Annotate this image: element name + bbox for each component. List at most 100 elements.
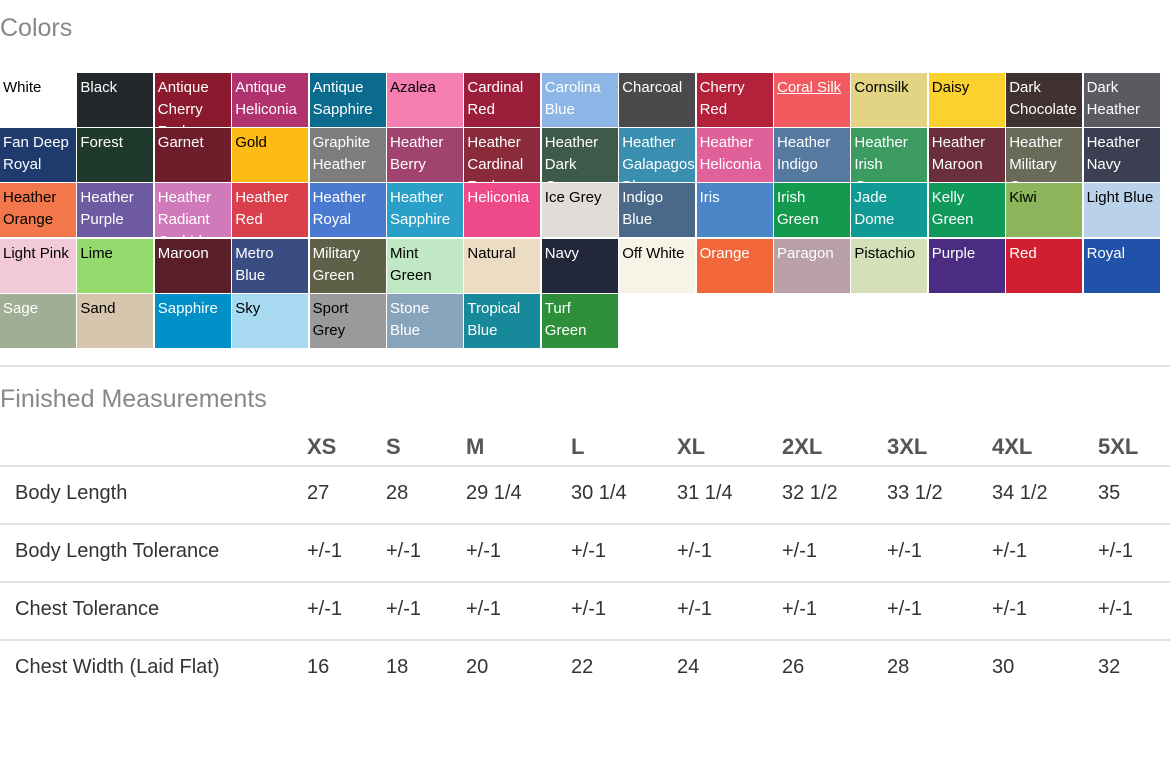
- row-value: 26: [782, 656, 805, 678]
- color-swatch: Heather Dark Green: [541, 128, 618, 183]
- row-line: [0, 523, 1170, 525]
- color-swatch: Turf Green: [541, 293, 618, 348]
- color-swatch: Heather Radiant Orchid: [154, 183, 231, 238]
- size-header: XL: [677, 434, 706, 459]
- color-swatch: Tropical Blue: [464, 293, 541, 348]
- color-swatch: Lime: [77, 238, 154, 293]
- row-value: +/-1: [782, 540, 818, 562]
- color-swatch: Sage: [0, 293, 76, 348]
- color-swatch: Pistachio: [851, 238, 928, 293]
- color-swatch: Fan Deep Royal: [0, 128, 76, 183]
- color-swatch: Heather Orange: [0, 183, 76, 238]
- row-value: 24: [677, 656, 700, 678]
- row-value: 32 1/2: [782, 482, 838, 504]
- color-swatch: Royal: [1083, 238, 1160, 293]
- color-swatch: Iris: [696, 183, 773, 238]
- row-label: Chest Tolerance: [15, 598, 160, 620]
- row-value: +/-1: [307, 598, 343, 620]
- color-swatch: Ice Grey: [541, 183, 618, 238]
- row-value: +/-1: [887, 598, 923, 620]
- color-swatch: Jade Dome: [851, 183, 928, 238]
- row-value: +/-1: [466, 540, 502, 562]
- row-value: 30 1/4: [571, 482, 627, 504]
- size-header: 3XL: [887, 434, 928, 459]
- row-label: Body Length Tolerance: [15, 540, 220, 562]
- color-swatch: Navy: [541, 238, 618, 293]
- row-value: +/-1: [887, 540, 923, 562]
- color-swatch: Purple: [928, 238, 1005, 293]
- color-swatch: Antique Heliconia: [232, 73, 309, 127]
- row-value: +/-1: [386, 540, 422, 562]
- color-swatch: Indigo Blue: [619, 183, 696, 238]
- row-line: [0, 465, 1170, 467]
- row-label: Chest Width (Laid Flat): [15, 656, 220, 678]
- color-swatch: Stone Blue: [387, 293, 463, 348]
- color-swatch: Heather Indigo: [774, 128, 850, 183]
- color-swatch: Antique Sapphire: [309, 73, 386, 127]
- color-swatch: Graphite Heather: [309, 128, 386, 183]
- color-swatch: Kiwi: [1006, 183, 1083, 238]
- row-value: 35: [1098, 482, 1121, 504]
- color-swatch: Heather Irish Green: [851, 128, 928, 183]
- row-value: 33 1/2: [887, 482, 943, 504]
- color-swatch: Kelly Green: [928, 183, 1005, 238]
- separator: [0, 365, 1170, 367]
- row-value: +/-1: [782, 598, 818, 620]
- color-swatch: Heather Galapagos Blue: [619, 128, 696, 183]
- color-swatch: Paragon: [774, 238, 850, 293]
- color-swatch: Black: [77, 73, 154, 127]
- row-value: +/-1: [992, 598, 1028, 620]
- color-swatch: Heather Berry: [387, 128, 463, 183]
- measurements-title: Finished Measurements: [0, 385, 267, 413]
- color-swatch: Charcoal: [619, 73, 696, 127]
- row-value: 30: [992, 656, 1015, 678]
- row-value: 28: [386, 482, 409, 504]
- color-swatch: Orange: [696, 238, 773, 293]
- color-swatch: Light Pink: [0, 238, 76, 293]
- row-line: [0, 581, 1170, 583]
- color-swatch: Heather Red: [232, 183, 309, 238]
- color-swatch: Daisy: [928, 73, 1005, 127]
- row-value: 18: [386, 656, 409, 678]
- row-value: +/-1: [571, 540, 607, 562]
- size-header: M: [466, 434, 485, 459]
- color-swatch: Carolina Blue: [541, 73, 618, 127]
- color-swatch: Heliconia: [464, 183, 541, 238]
- row-value: +/-1: [571, 598, 607, 620]
- color-swatch: Heather Military Green: [1006, 128, 1083, 183]
- row-value: +/-1: [992, 540, 1028, 562]
- color-swatch: Garnet: [154, 128, 231, 183]
- size-header: XS: [307, 434, 337, 459]
- row-value: +/-1: [1098, 540, 1134, 562]
- row-value: 34 1/2: [992, 482, 1048, 504]
- row-value: +/-1: [307, 540, 343, 562]
- color-swatch: Dark Heather: [1083, 73, 1160, 127]
- row-value: 22: [571, 656, 594, 678]
- size-header: 4XL: [992, 434, 1033, 459]
- color-swatch: Cornsilk: [851, 73, 928, 127]
- row-label: Body Length: [15, 482, 128, 504]
- color-swatch: Metro Blue: [232, 238, 309, 293]
- color-swatch: Red: [1006, 238, 1083, 293]
- color-swatch: Heather Maroon: [928, 128, 1005, 183]
- color-swatch: Dark Chocolate: [1006, 73, 1083, 127]
- row-value: +/-1: [386, 598, 422, 620]
- size-header: L: [571, 434, 585, 459]
- row-value: +/-1: [677, 598, 713, 620]
- color-swatch: Heather Heliconia: [696, 128, 773, 183]
- color-swatch: Gold: [232, 128, 309, 183]
- color-swatch[interactable]: Coral Silk: [774, 73, 850, 127]
- row-value: +/-1: [1098, 598, 1134, 620]
- colors-title: Colors: [0, 14, 73, 42]
- color-swatch: Sand: [77, 293, 154, 348]
- row-value: 32: [1098, 656, 1121, 678]
- color-swatch: Sapphire: [154, 293, 231, 348]
- row-value: 27: [307, 482, 330, 504]
- row-value: +/-1: [466, 598, 502, 620]
- color-swatch: Antique Cherry Red: [154, 73, 231, 127]
- color-swatch: Off White: [619, 238, 696, 293]
- color-swatch: Cardinal Red: [464, 73, 541, 127]
- row-value: 31 1/4: [677, 482, 733, 504]
- row-value: +/-1: [677, 540, 713, 562]
